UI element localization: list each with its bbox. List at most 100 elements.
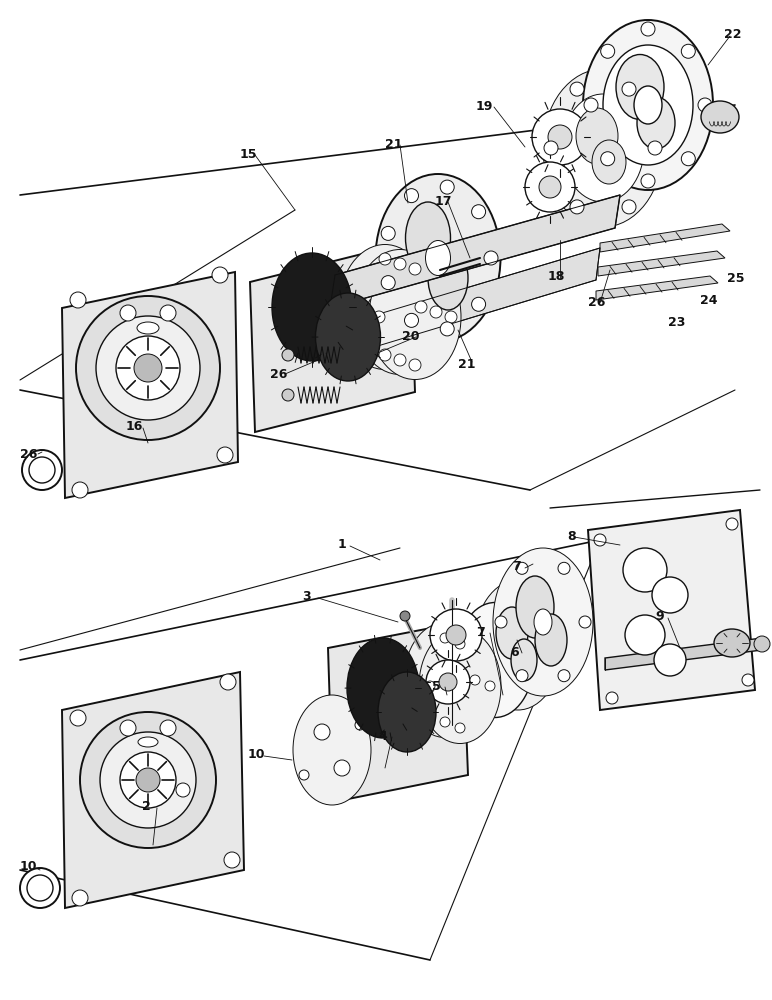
Ellipse shape: [272, 253, 352, 361]
Circle shape: [682, 152, 696, 166]
Polygon shape: [596, 276, 718, 300]
Circle shape: [430, 609, 482, 661]
Circle shape: [539, 176, 561, 198]
Circle shape: [80, 712, 216, 848]
Ellipse shape: [576, 108, 618, 164]
Ellipse shape: [603, 45, 693, 165]
Circle shape: [579, 616, 591, 628]
Circle shape: [570, 82, 584, 96]
Circle shape: [134, 354, 162, 382]
Ellipse shape: [456, 602, 534, 718]
Text: 26: 26: [270, 368, 287, 381]
Text: 26: 26: [588, 296, 605, 309]
Ellipse shape: [511, 639, 537, 681]
Circle shape: [485, 681, 495, 691]
Text: 6: 6: [510, 646, 519, 659]
Circle shape: [116, 336, 180, 400]
Circle shape: [601, 44, 615, 58]
Ellipse shape: [419, 629, 501, 744]
Circle shape: [742, 674, 754, 686]
Text: 15: 15: [240, 148, 258, 161]
Text: 1: 1: [338, 538, 347, 551]
Circle shape: [22, 450, 62, 490]
Circle shape: [698, 98, 712, 112]
Circle shape: [558, 670, 570, 682]
Polygon shape: [328, 622, 468, 802]
Circle shape: [212, 267, 228, 283]
Circle shape: [601, 152, 615, 166]
Circle shape: [484, 251, 498, 265]
Ellipse shape: [616, 54, 664, 119]
Ellipse shape: [701, 101, 739, 133]
Circle shape: [224, 852, 240, 868]
Text: 8: 8: [567, 530, 576, 543]
Ellipse shape: [137, 322, 159, 334]
Circle shape: [72, 482, 88, 498]
Circle shape: [72, 890, 88, 906]
Ellipse shape: [375, 174, 500, 342]
Ellipse shape: [714, 629, 750, 657]
Text: 24: 24: [700, 294, 717, 307]
Circle shape: [70, 292, 86, 308]
Ellipse shape: [562, 94, 644, 202]
Ellipse shape: [496, 607, 528, 659]
Circle shape: [754, 636, 770, 652]
Circle shape: [641, 174, 655, 188]
Circle shape: [217, 447, 233, 463]
Circle shape: [426, 660, 470, 704]
Text: 21: 21: [458, 358, 476, 371]
Text: 21: 21: [385, 138, 402, 151]
Ellipse shape: [138, 737, 158, 747]
Ellipse shape: [425, 240, 451, 275]
Text: 5: 5: [432, 680, 441, 693]
Circle shape: [27, 875, 53, 901]
Circle shape: [314, 724, 330, 740]
Ellipse shape: [637, 97, 675, 149]
Circle shape: [425, 681, 435, 691]
Circle shape: [20, 868, 60, 908]
Circle shape: [394, 354, 406, 366]
Circle shape: [394, 258, 406, 270]
Circle shape: [525, 162, 575, 212]
Circle shape: [410, 675, 420, 685]
Circle shape: [282, 389, 294, 401]
Circle shape: [176, 783, 190, 797]
Circle shape: [381, 276, 395, 290]
Circle shape: [440, 717, 450, 727]
Circle shape: [606, 692, 618, 704]
Circle shape: [622, 82, 636, 96]
Circle shape: [440, 633, 450, 643]
Text: 9: 9: [655, 610, 664, 623]
Polygon shape: [338, 248, 600, 358]
Ellipse shape: [428, 246, 468, 310]
Ellipse shape: [339, 244, 431, 369]
Circle shape: [532, 109, 588, 165]
Circle shape: [472, 297, 486, 311]
Circle shape: [355, 720, 365, 730]
Ellipse shape: [634, 86, 662, 124]
Circle shape: [625, 615, 665, 655]
Circle shape: [558, 562, 570, 574]
Ellipse shape: [535, 614, 567, 666]
Ellipse shape: [354, 249, 446, 374]
Circle shape: [405, 313, 418, 327]
Ellipse shape: [516, 576, 554, 638]
Text: 18: 18: [548, 270, 565, 283]
Circle shape: [409, 359, 421, 371]
Circle shape: [445, 311, 457, 323]
Circle shape: [570, 200, 584, 214]
Circle shape: [682, 44, 696, 58]
Circle shape: [544, 141, 558, 155]
Polygon shape: [600, 224, 730, 252]
Text: 19: 19: [476, 100, 493, 113]
Circle shape: [440, 180, 454, 194]
Circle shape: [726, 518, 738, 530]
Circle shape: [641, 22, 655, 36]
Circle shape: [405, 189, 418, 203]
Text: 7: 7: [512, 560, 521, 573]
Ellipse shape: [378, 672, 436, 752]
Text: 4: 4: [378, 730, 387, 743]
Circle shape: [623, 548, 667, 592]
Circle shape: [343, 301, 355, 313]
Circle shape: [516, 670, 528, 682]
